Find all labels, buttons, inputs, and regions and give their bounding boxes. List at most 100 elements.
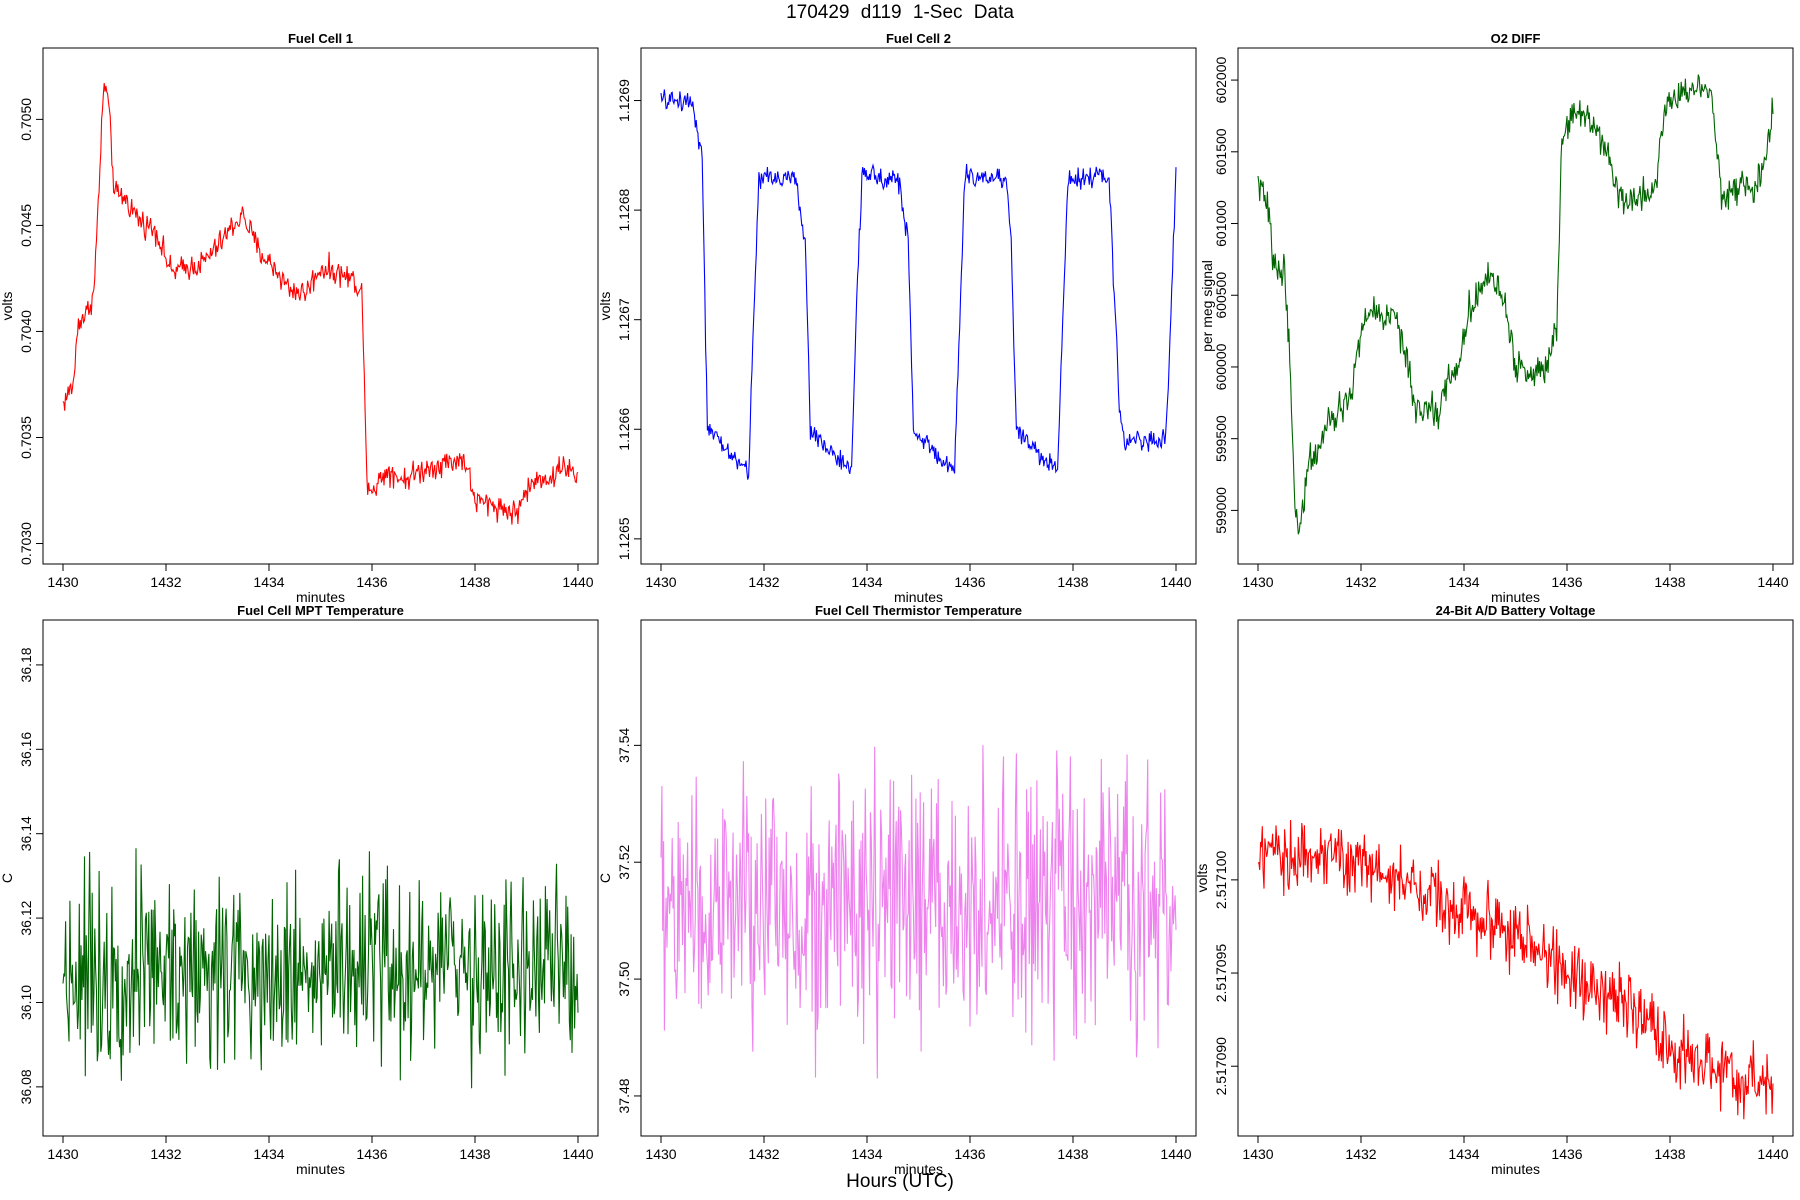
chart-panel-4: Fuel Cell MPT Temperature 1430 1432 1434 143… [0,603,599,1177]
x-tick-label: 1436 [356,574,387,590]
series-line [1257,74,1774,535]
y-tick-label: 36.12 [18,900,34,935]
chart-title: Fuel Cell 1 [288,31,353,46]
series-line [660,89,1177,480]
chart-panel-2: Fuel Cell 2 1430 1432 1434 1436 1438 1440 minut… [597,31,1197,605]
y-tick-label: 1.1265 [616,517,632,560]
x-tick-label: 1438 [1057,1146,1088,1162]
x-tick-label: 1440 [1757,574,1788,590]
y-tick-label: 599500 [1213,415,1229,462]
chart-panel-3: O2 DIFF 1430 1432 1434 1436 1438 1440 minutes 59… [1199,31,1794,605]
y-axis-label: C [0,873,15,883]
global-x-axis-label: Hours (UTC) [846,1171,954,1192]
y-tick-label: 0.7030 [18,522,34,565]
x-tick-label: 1440 [1160,1146,1191,1162]
y-tick-label: 1.1269 [616,79,632,122]
y-tick-label: 37.52 [616,844,632,879]
x-tick-label: 1434 [253,574,284,590]
series-line [62,848,579,1089]
x-tick-label: 1436 [1551,1146,1582,1162]
y-tick-label: 1.1268 [616,189,632,232]
plot-frame [640,619,1197,1137]
series-line [660,745,1177,1079]
y-tick-label: 1.1266 [616,408,632,451]
x-tick-label: 1438 [459,574,490,590]
y-tick-label: 2.517090 [1213,1037,1229,1096]
y-tick-label: 37.50 [616,961,632,996]
x-tick-label: 1434 [851,574,882,590]
chart-panel-6: 24-Bit A/D Battery Voltage 1430 1432 1434 14… [1194,603,1794,1177]
plot-frame [1237,47,1794,565]
x-tick-label: 1436 [356,1146,387,1162]
chart-title: O2 DIFF [1491,31,1541,46]
chart-title: Fuel Cell 2 [886,31,951,46]
x-tick-label: 1436 [1551,574,1582,590]
x-tick-label: 1430 [1242,574,1273,590]
y-tick-label: 0.7040 [18,310,34,353]
x-tick-label: 1434 [253,1146,284,1162]
y-axis-label: volts [1194,864,1210,893]
x-tick-label: 1440 [562,1146,593,1162]
chart-panel-5: Fuel Cell Thermistor Temperature 1430 1432… [597,603,1197,1177]
x-tick-label: 1434 [1448,1146,1479,1162]
page-title: 170429 d119 1-Sec Data [786,2,1014,23]
y-tick-label: 36.18 [18,647,34,682]
x-tick-label: 1430 [645,1146,676,1162]
x-tick-label: 1432 [748,1146,779,1162]
y-tick-label: 37.54 [616,728,632,763]
chart-title: Fuel Cell MPT Temperature [237,603,404,618]
x-tick-label: 1432 [150,1146,181,1162]
y-tick-label: 36.08 [18,1069,34,1104]
x-tick-label: 1430 [645,574,676,590]
x-tick-label: 1434 [1448,574,1479,590]
x-axis-label: minutes [1491,1161,1540,1177]
y-tick-label: 601500 [1213,128,1229,175]
y-tick-label: 36.10 [18,985,34,1020]
y-tick-label: 600500 [1213,272,1229,319]
plot-frame [640,47,1197,565]
x-tick-label: 1440 [562,574,593,590]
y-tick-label: 37.48 [616,1078,632,1113]
y-axis-label: per meg signal [1199,260,1215,352]
y-axis-label: volts [0,292,15,321]
x-axis-label: minutes [894,1161,943,1177]
x-axis-label: minutes [296,589,345,605]
x-tick-label: 1432 [1345,1146,1376,1162]
series-line [62,82,579,525]
chart-panel-1: Fuel Cell 1 1430 1432 1434 1436 1438 1440 minut… [0,31,599,605]
y-tick-label: 36.14 [18,816,34,851]
x-tick-label: 1436 [954,1146,985,1162]
x-tick-label: 1430 [47,574,78,590]
x-tick-label: 1440 [1757,1146,1788,1162]
x-tick-label: 1436 [954,574,985,590]
y-tick-label: 0.7050 [18,98,34,141]
x-tick-label: 1432 [748,574,779,590]
plot-frame [1237,619,1794,1137]
x-tick-label: 1440 [1160,574,1191,590]
y-tick-label: 0.7035 [18,416,34,459]
y-tick-label: 601000 [1213,200,1229,247]
plot-frame [42,619,599,1137]
x-axis-label: minutes [296,1161,345,1177]
y-axis-label: C [597,873,613,883]
x-tick-label: 1438 [1654,1146,1685,1162]
y-tick-label: 602000 [1213,57,1229,104]
x-tick-label: 1430 [47,1146,78,1162]
x-tick-label: 1438 [1057,574,1088,590]
y-tick-label: 36.16 [18,732,34,767]
chart-title: Fuel Cell Thermistor Temperature [815,603,1022,618]
series-line [1257,819,1774,1120]
y-tick-label: 2.517095 [1213,944,1229,1003]
x-tick-label: 1432 [150,574,181,590]
x-tick-label: 1438 [459,1146,490,1162]
x-axis-label: minutes [1491,589,1540,605]
x-axis-label: minutes [894,589,943,605]
y-tick-label: 599000 [1213,487,1229,534]
y-tick-label: 2.517100 [1213,850,1229,909]
x-tick-label: 1430 [1242,1146,1273,1162]
y-tick-label: 1.1267 [616,298,632,341]
chart-title: 24-Bit A/D Battery Voltage [1436,603,1596,618]
x-tick-label: 1434 [851,1146,882,1162]
y-tick-label: 0.7045 [18,204,34,247]
